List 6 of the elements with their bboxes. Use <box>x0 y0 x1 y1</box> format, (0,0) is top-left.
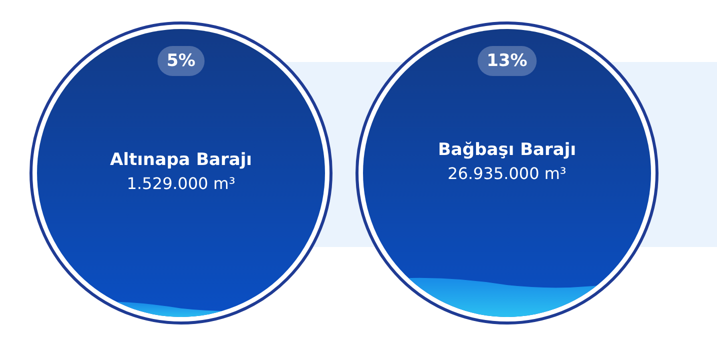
category-label: Altınapa Barajı <box>110 150 252 170</box>
text: 26.935.000 m³ <box>448 164 566 183</box>
text: 1.529.000 m³ <box>126 174 236 193</box>
data-label: 13% <box>478 46 536 76</box>
category-label: Bağbaşı Barajı <box>438 140 576 160</box>
data-label: 5% <box>158 46 204 76</box>
